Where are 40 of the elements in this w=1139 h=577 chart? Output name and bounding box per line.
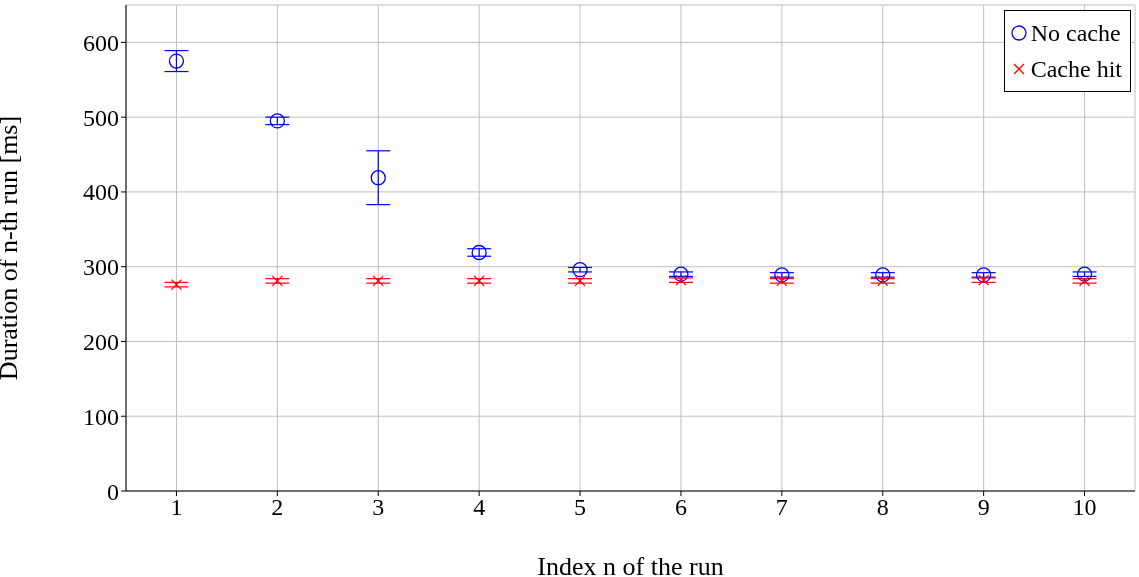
point	[1076, 266, 1093, 282]
y-tick-label: 100	[83, 403, 119, 430]
point	[673, 266, 689, 282]
legend-label: No cache	[1030, 19, 1121, 48]
x-tick-label: 4	[473, 494, 486, 521]
point	[1078, 275, 1091, 287]
x-tick-label: 2	[271, 494, 284, 521]
y-tick-label: 600	[83, 29, 119, 56]
y-tick-label: 0	[107, 478, 119, 505]
point	[471, 244, 487, 261]
point	[877, 275, 889, 287]
point	[572, 262, 588, 278]
y-tick-label: 500	[83, 104, 119, 131]
legend-label: Cache hit	[1030, 55, 1122, 84]
point	[269, 113, 285, 129]
x-tick-label: 3	[372, 494, 385, 521]
point	[271, 275, 283, 287]
y-tick-label: 300	[83, 254, 119, 281]
point	[978, 274, 990, 286]
point	[774, 267, 790, 283]
point	[370, 170, 386, 186]
x-tick-label: 10	[1072, 494, 1097, 521]
point	[776, 275, 788, 287]
point	[976, 267, 992, 283]
point	[675, 274, 687, 286]
point	[170, 278, 183, 291]
y-tick-label: 200	[83, 328, 119, 355]
x-tick-label: 5	[574, 494, 587, 521]
x-tick-label: 7	[775, 494, 788, 521]
point	[574, 275, 586, 287]
x-tick-label: 8	[876, 494, 889, 521]
point	[168, 53, 185, 69]
point	[875, 267, 891, 283]
y-tick-label: 400	[83, 179, 119, 206]
x-tick-label: 1	[170, 494, 183, 521]
x-tick-label: 6	[674, 494, 687, 521]
x-axis-title: Index n of the run	[537, 552, 724, 577]
x-tick-label: 9	[977, 494, 990, 521]
point	[473, 275, 485, 287]
point	[372, 275, 384, 287]
